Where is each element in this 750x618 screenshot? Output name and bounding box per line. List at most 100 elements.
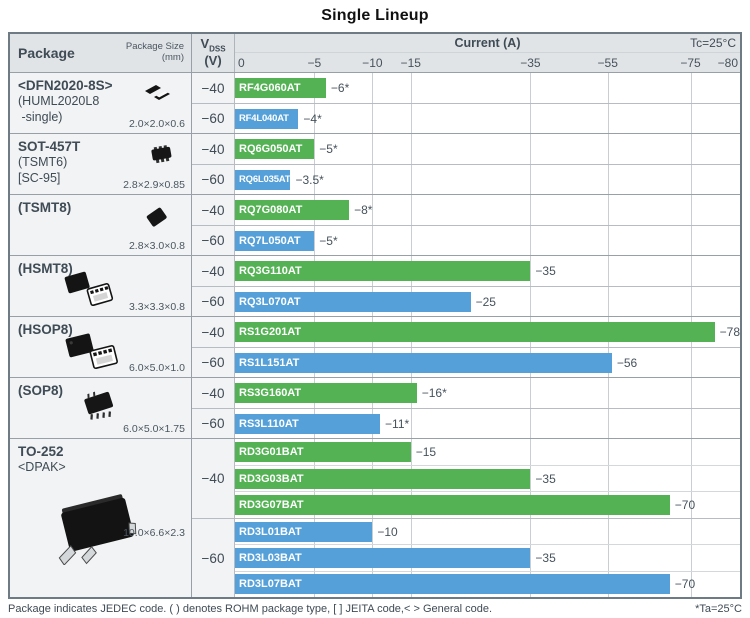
bar-row: RF4L040AT −4*	[235, 104, 740, 133]
bar-row: RQ3L070AT −25	[235, 287, 740, 316]
axis-gridline	[530, 519, 532, 597]
bar-part-number: RS1L151AT	[239, 356, 300, 369]
bar-row: RQ7L050AT −5*	[235, 226, 740, 255]
table-body: <DFN2020-8S> (HUML2020L8 -single) 2.0×2.0×…	[10, 72, 740, 597]
bar-row: RQ6G050AT −5*	[235, 134, 740, 164]
vdss-header-cell: VDSS (V)	[192, 34, 235, 72]
chart-cell: RQ7G080AT −8*	[235, 195, 740, 225]
part-bar: RS3G160AT	[235, 383, 417, 403]
bar-row: RQ7G080AT −8*	[235, 195, 740, 225]
bar-row: RS3L110AT −11*	[235, 409, 740, 438]
bar-value-label: −70	[674, 498, 696, 513]
part-bar: RF4L040AT	[235, 108, 299, 129]
vdss-value-cell: −60	[192, 165, 235, 194]
bar-row: RD3G01BAT −15	[235, 439, 740, 465]
package-section: (HSOP8) 6.0×5.0×1.0 −40 RS1G201AT −78 −60 RS1L…	[10, 316, 740, 377]
axis-tick-label: −10	[362, 55, 383, 70]
dfn2020-chip-icon	[141, 81, 175, 110]
package-size-value: 10.0×6.6×2.3	[123, 527, 185, 539]
bar-part-number: RD3G07BAT	[239, 499, 304, 512]
axis-gridline	[607, 165, 609, 194]
package-cell: SOT-457T (TSMT6) [SC-95] 2.8×2.9×0.85	[10, 134, 192, 194]
package-name-line: (HSMT8)	[18, 261, 73, 276]
package-section: (HSMT8) 3.3×3.3×0.8 −40 RQ3G110AT −35 −60 RQ3L…	[10, 255, 740, 316]
package-name-line: (TSMT6)	[18, 155, 68, 170]
axis-gridline	[372, 195, 374, 225]
bar-value-label: −11*	[385, 416, 410, 431]
axis-tick-label: −35	[520, 55, 541, 70]
footer-ta-note: *Ta=25°C	[695, 603, 742, 615]
package-name-line: (SOP8)	[18, 383, 64, 398]
axis-gridline	[607, 195, 609, 225]
part-bar: RD3L03BAT	[235, 547, 531, 568]
bar-row: RS1G201AT −78	[235, 317, 740, 347]
bar-value-label: −56	[616, 355, 638, 370]
package-size-value: 3.3×3.3×0.8	[128, 301, 185, 313]
axis-gridline	[690, 348, 692, 377]
axis-gridline	[530, 439, 532, 518]
section-rows: −40 RQ3G110AT −35 −60 RQ3L070AT −25	[192, 256, 740, 316]
axis-gridline	[607, 256, 609, 286]
axis-gridline	[690, 287, 692, 316]
part-bar: RD3G01BAT	[235, 441, 411, 462]
axis-gridline	[690, 519, 692, 597]
sot457t-chip-icon	[147, 142, 177, 171]
axis-gridline	[372, 104, 374, 133]
chart-cell: RF4L040AT −4*	[235, 104, 740, 133]
table-header: Package Package Size (mm) VDSS (V) Curre…	[10, 34, 740, 72]
bar-value-label: −6*	[330, 81, 350, 95]
bar-part-number: RS3G160AT	[239, 387, 302, 399]
axis-gridline	[607, 409, 609, 438]
bar-value-label: −35	[535, 264, 556, 278]
sop8-chip-icon	[76, 386, 122, 427]
axis-gridline	[690, 439, 692, 518]
package-name-line: (HSOP8)	[18, 322, 73, 337]
vdss-value-cell: −60	[192, 226, 235, 255]
bar-part-number: RD3L01BAT	[239, 525, 302, 538]
to252-chip-icon	[40, 481, 152, 570]
bar-value-label: −5*	[319, 142, 338, 156]
axis-gridline	[410, 226, 412, 255]
chart-cell: RS1L151AT −56	[235, 348, 740, 377]
axis-tick-label: −75	[680, 55, 701, 70]
package-size-value: 2.8×3.0×0.8	[128, 240, 185, 252]
bar-value-label: −4*	[303, 111, 322, 126]
axis-gridline	[607, 104, 609, 133]
vdss-value-cell: −60	[192, 519, 235, 597]
chart-cell: RD3G01BAT −15 RD3G03BAT −35 RD3G07BAT −70	[235, 439, 740, 518]
voltage-row: −40 RS3G160AT −16*	[192, 378, 740, 408]
footer: Package indicates JEDEC code. ( ) denote…	[8, 603, 742, 615]
section-rows: −40 RD3G01BAT −15 RD3G03BAT −35 RD3G07BAT −70−…	[192, 439, 740, 597]
chart-cell: RQ7L050AT −5*	[235, 226, 740, 255]
bar-value-label: −35	[535, 550, 556, 565]
bar-part-number: RD3L07BAT	[239, 578, 302, 591]
section-rows: −40 RQ7G080AT −8* −60 RQ7L050AT −5*	[192, 195, 740, 255]
axis-gridline	[690, 195, 692, 225]
axis-gridline	[690, 226, 692, 255]
bar-part-number: RQ3G110AT	[239, 265, 302, 277]
axis-gridline	[410, 134, 412, 164]
package-section: TO-252 <DPAK> 10.0×6.6×2.3 −40 RD3G01BAT −15 R…	[10, 438, 740, 597]
package-name-line: <DPAK>	[18, 460, 66, 475]
part-bar: RQ6L035AT	[235, 169, 291, 190]
voltage-row: −60 RD3L01BAT −10 RD3L03BAT −35 RD3L07BAT −70	[192, 518, 740, 597]
lineup-table: Package Package Size (mm) VDSS (V) Curre…	[8, 32, 742, 599]
bar-value-label: −10	[377, 524, 398, 539]
voltage-row: −60 RS3L110AT −11*	[192, 408, 740, 438]
axis-gridline	[410, 409, 412, 438]
axis-gridline	[314, 226, 316, 255]
part-bar: RD3L01BAT	[235, 521, 373, 542]
package-cell: (TSMT8) 2.8×3.0×0.8	[10, 195, 192, 255]
bar-value-label: −35	[535, 471, 556, 486]
vdss-value-cell: −40	[192, 73, 235, 103]
vdss-value-cell: −40	[192, 378, 235, 408]
axis-tick-label: −80	[717, 55, 738, 70]
section-rows: −40 RF4G060AT −6* −60 RF4L040AT −4*	[192, 73, 740, 133]
axis-gridline	[410, 165, 412, 194]
voltage-row: −60 RQ3L070AT −25	[192, 286, 740, 316]
voltage-row: −40 RQ6G050AT −5*	[192, 134, 740, 164]
vdss-value-cell: −40	[192, 439, 235, 518]
bar-value-label: −16*	[421, 386, 447, 400]
axis-gridline	[530, 195, 532, 225]
package-name-line: -single)	[18, 109, 63, 124]
